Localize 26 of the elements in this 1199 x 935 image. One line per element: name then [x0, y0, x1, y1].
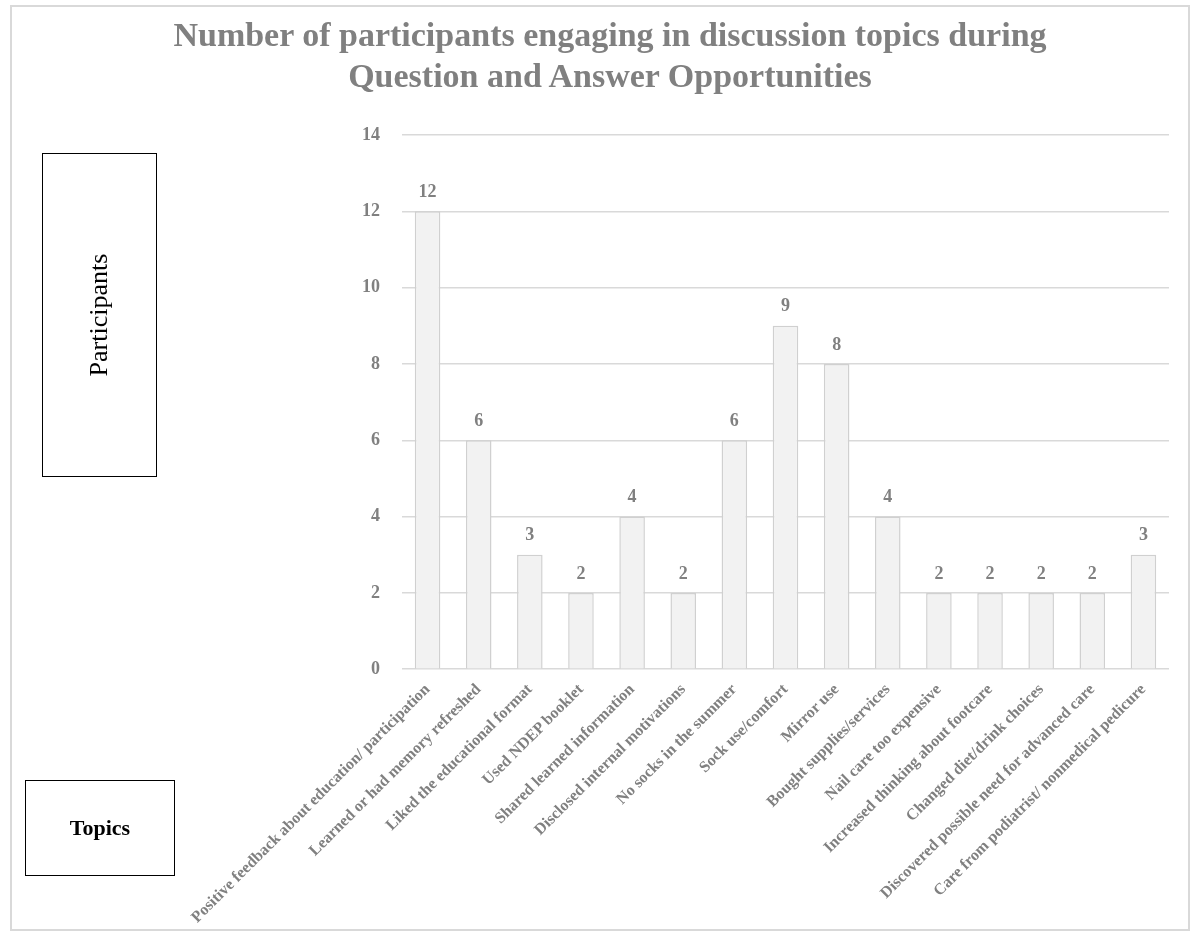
data-label: 4 [627, 486, 637, 507]
data-label: 8 [832, 333, 842, 354]
data-label: 2 [934, 562, 944, 583]
data-label: 2 [1087, 562, 1097, 583]
x-axis-title: Topics [25, 780, 175, 876]
data-label: 12 [418, 180, 437, 201]
y-tick-label: 4 [371, 505, 380, 526]
y-tick-label: 8 [371, 352, 380, 373]
data-label: 6 [474, 409, 484, 430]
data-label: 6 [729, 409, 739, 430]
data-label: 2 [1036, 562, 1046, 583]
data-label: 2 [576, 562, 586, 583]
y-tick-label: 6 [371, 428, 380, 449]
data-label: 2 [678, 562, 688, 583]
y-tick-label: 2 [371, 581, 380, 602]
data-label: 3 [1138, 524, 1148, 545]
y-tick-label: 14 [362, 123, 380, 144]
data-label: 3 [525, 524, 535, 545]
data-label: 2 [985, 562, 995, 583]
data-label: 4 [883, 486, 893, 507]
y-axis-title: Participants [84, 253, 115, 377]
y-tick-label: 0 [371, 657, 380, 678]
data-label: 9 [781, 295, 790, 316]
y-tick-label: 10 [362, 276, 380, 297]
chart-title: Number of participants engaging in discussion topics during Question and Answer Opportunities [172, 15, 1048, 96]
y-tick-label: 12 [362, 199, 380, 220]
